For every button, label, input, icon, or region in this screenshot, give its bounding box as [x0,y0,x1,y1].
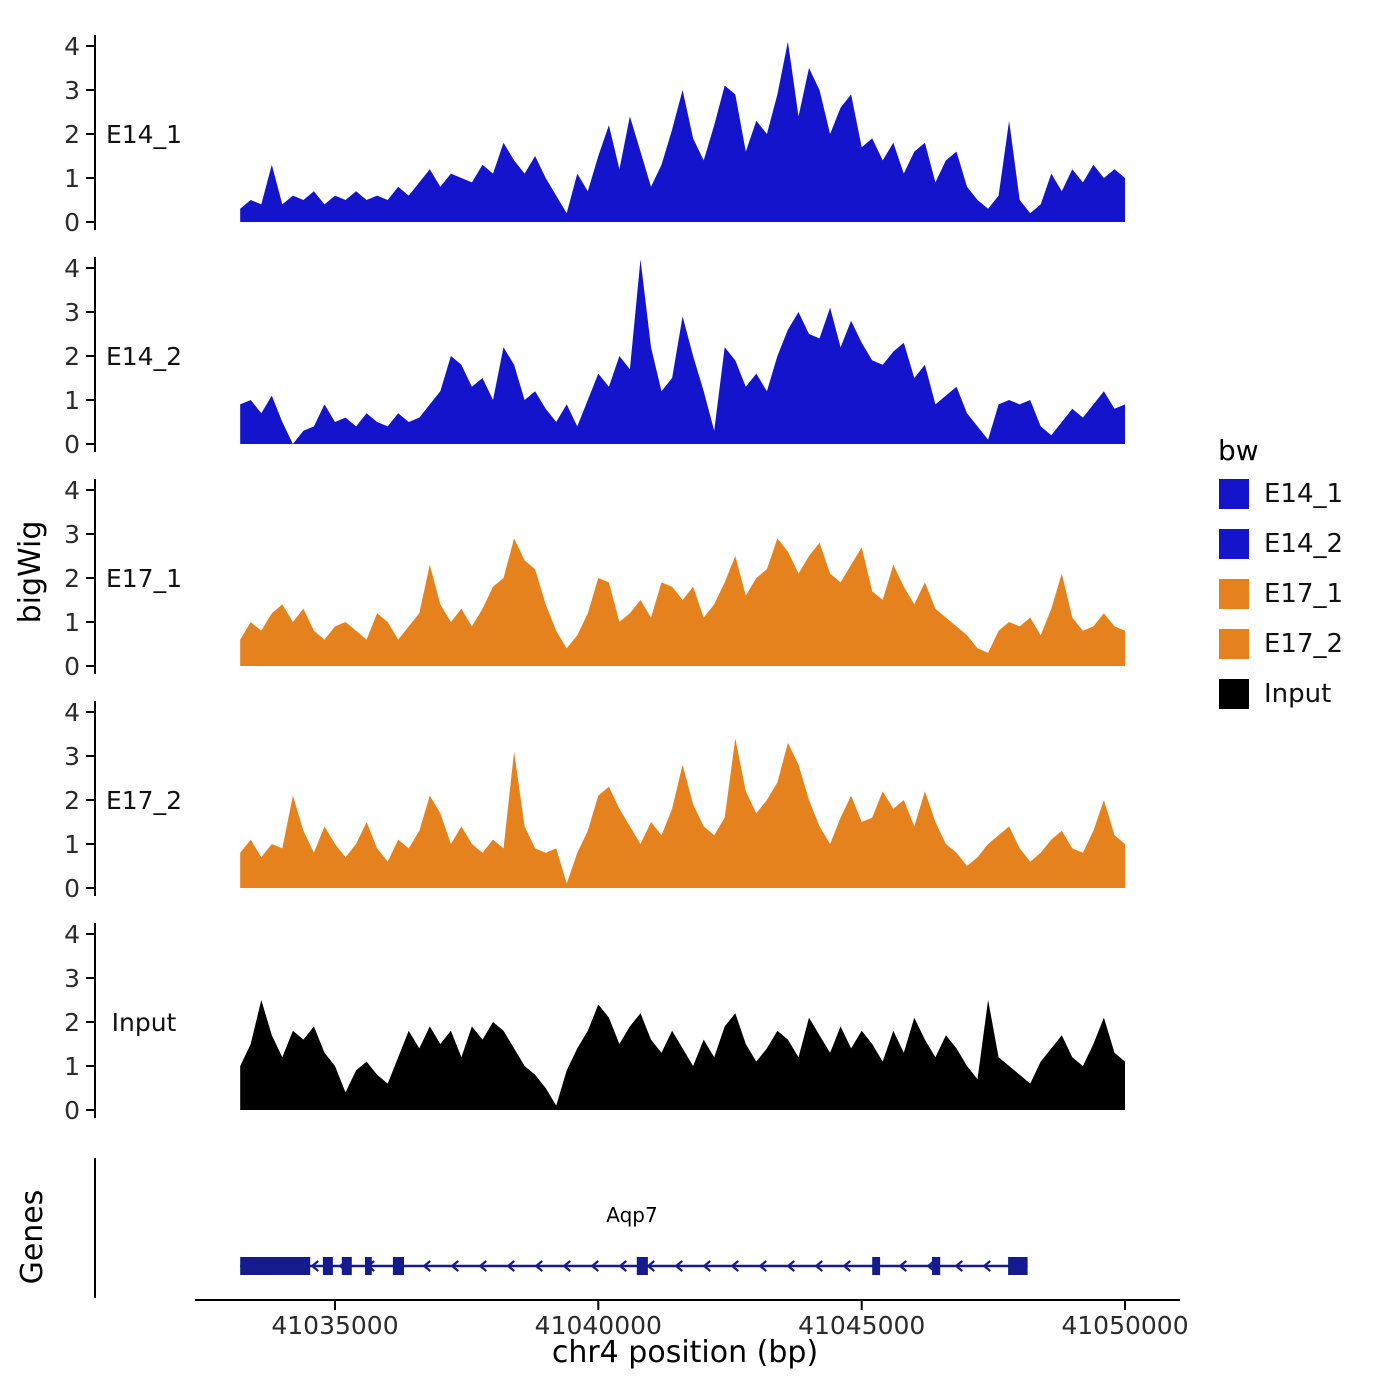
genes-panel [94,1158,1028,1298]
minus-strand-arrow-icon [954,1260,963,1272]
legend: E14_1 E14_2 E17_1 E17_2 Input [1217,477,1343,711]
minus-strand-arrow-icon [646,1260,655,1272]
minus-strand-arrow-icon [674,1260,683,1272]
y-axis-title: bigWig [13,521,48,624]
minus-strand-arrow-icon [450,1260,459,1272]
y-tick-label: 1 [64,830,80,859]
gene-exon [872,1257,881,1275]
y-tick-label: 4 [64,254,80,283]
y-tick-label: 0 [64,652,80,681]
legend-label-e14_1: E14_1 [1264,479,1343,509]
gene-exon [365,1257,372,1275]
track-label-e14_1: E14_1 [106,120,182,149]
gene-exon [392,1257,404,1275]
minus-strand-arrow-icon [730,1260,739,1272]
track-label-e17_2: E17_2 [106,786,182,815]
gene-name-label: Aqp7 [606,1203,657,1227]
minus-strand-arrow-icon [506,1260,515,1272]
genes-axis-title: Genes [15,1190,50,1285]
track-panel-e14_1: 0 1 2 3 4 E14_1 [64,32,1125,237]
y-tick-label: 1 [64,1052,80,1081]
coverage-area-e17_1 [240,538,1125,666]
track-panel-input: 0 1 2 3 4 Input [64,920,1125,1125]
minus-strand-arrow-icon [590,1260,599,1272]
y-tick-label: 3 [64,742,80,771]
y-tick-label: 1 [64,386,80,415]
legend-swatch-e17_1 [1217,577,1251,611]
legend-swatch-e14_1 [1217,477,1251,511]
x-axis: 41035000 41040000 41045000 41050000 [195,1299,1189,1340]
gene-exon [341,1257,352,1275]
minus-strand-arrow-icon [842,1260,851,1272]
gene-exon [322,1257,333,1275]
legend-label-input: Input [1264,679,1331,709]
y-tick-label: 2 [64,564,80,593]
minus-strand-arrow-icon [618,1260,627,1272]
x-tick-label: 41035000 [271,1311,398,1340]
minus-strand-arrow-icon [786,1260,795,1272]
y-tick-label: 4 [64,32,80,61]
legend-label-e14_2: E14_2 [1264,529,1343,559]
track-panel-e14_2: 0 1 2 3 4 E14_2 [64,254,1125,459]
y-tick-label: 4 [64,920,80,949]
y-tick-label: 0 [64,430,80,459]
legend-swatch-input [1217,677,1251,711]
legend-label-e17_1: E17_1 [1264,579,1343,609]
gene-exon [1008,1257,1028,1275]
y-tick-label: 3 [64,520,80,549]
legend-title: bw [1218,434,1259,467]
gene-exon [240,1257,311,1275]
track-label-input: Input [112,1008,177,1037]
track-panel-e17_1: 0 1 2 3 4 E17_1 [64,476,1125,681]
minus-strand-arrow-icon [758,1260,767,1272]
legend-label-e17_2: E17_2 [1264,629,1343,659]
y-tick-label: 2 [64,786,80,815]
minus-strand-arrow-icon [814,1260,823,1272]
minus-strand-arrow-icon [534,1260,543,1272]
y-tick-label: 4 [64,476,80,505]
x-axis-title: chr4 position (bp) [552,1335,818,1370]
minus-strand-arrow-icon [702,1260,711,1272]
minus-strand-arrow-icon [310,1260,319,1272]
track-label-e14_2: E14_2 [106,342,182,371]
y-tick-label: 2 [64,120,80,149]
coverage-area-input [240,1000,1125,1110]
y-tick-label: 2 [64,342,80,371]
y-tick-label: 0 [64,208,80,237]
y-tick-label: 3 [64,298,80,327]
y-tick-label: 1 [64,608,80,637]
x-tick-label: 41050000 [1061,1311,1188,1340]
minus-strand-arrow-icon [422,1260,431,1272]
y-tick-label: 1 [64,164,80,193]
legend-swatch-e14_2 [1217,527,1251,561]
track-panel-e17_2: 0 1 2 3 4 E17_2 [64,698,1125,903]
generated-chart-layers: 0 1 2 3 4 E14_1 0 1 2 3 4 E14_2 0 1 2 3 4 E17_1 0 1 2 3 4 E17_2… [64,32,1343,1340]
track-label-e17_1: E17_1 [106,564,182,593]
legend-swatch-e17_2 [1217,627,1251,661]
coverage-area-e17_2 [240,738,1125,888]
gene-exon [932,1257,941,1275]
coverage-area-e14_1 [240,41,1125,222]
x-tick-label: 41045000 [798,1311,925,1340]
y-tick-label: 0 [64,1096,80,1125]
minus-strand-arrow-icon [562,1260,571,1272]
y-tick-label: 2 [64,1008,80,1037]
minus-strand-arrow-icon [982,1260,991,1272]
y-tick-label: 0 [64,874,80,903]
x-tick-label: 41040000 [535,1311,662,1340]
y-tick-label: 3 [64,76,80,105]
y-tick-label: 4 [64,698,80,727]
y-tick-label: 3 [64,964,80,993]
minus-strand-arrow-icon [898,1260,907,1272]
minus-strand-arrow-icon [478,1260,487,1272]
coverage-area-e14_2 [240,259,1125,444]
gene-exon [636,1257,648,1275]
